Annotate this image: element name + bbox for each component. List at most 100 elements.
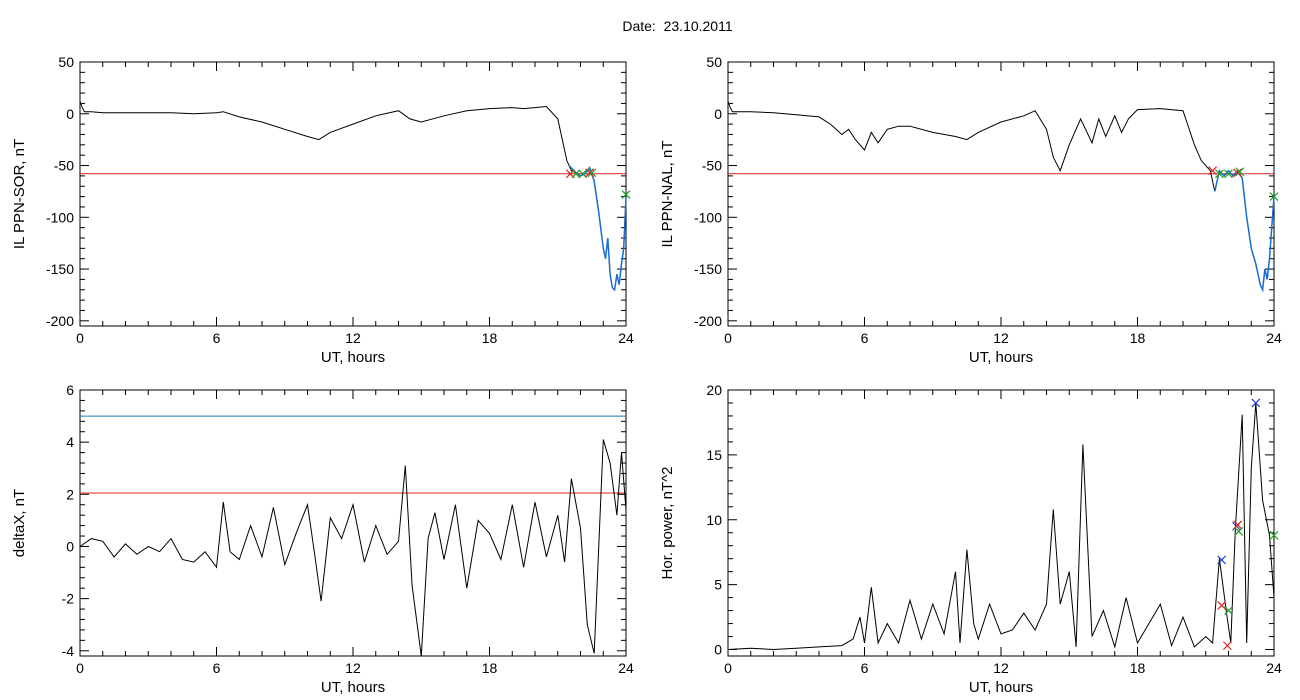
y-axis-label: Hor. power, nT^2 (659, 467, 676, 580)
marker-stroke (1235, 167, 1245, 177)
marker-stroke (1233, 168, 1243, 178)
x-tick-label: 24 (1266, 330, 1282, 346)
marker-stroke (587, 168, 597, 178)
marker-green (1269, 530, 1279, 540)
marker-blue (1217, 555, 1227, 565)
marker-red (585, 168, 595, 178)
series-line (727, 101, 1275, 292)
marker-stroke (1217, 555, 1227, 565)
x-tick-label: 6 (213, 330, 221, 346)
marker-green (587, 168, 597, 178)
x-tick-label: 18 (482, 330, 498, 346)
marker-stroke (1217, 600, 1227, 610)
x-tick-label: 0 (76, 330, 84, 346)
y-tick-label: 15 (706, 447, 722, 463)
marker-red (1217, 600, 1227, 610)
x-tick-label: 12 (993, 660, 1009, 676)
x-tick-label: 0 (724, 330, 732, 346)
marker-red (1222, 641, 1232, 651)
y-tick-label: 50 (58, 54, 74, 70)
marker-stroke (571, 169, 581, 179)
marker-stroke (1224, 169, 1233, 179)
marker-green (1224, 169, 1233, 179)
y-tick-label: 4 (66, 434, 74, 450)
marker-green (621, 190, 631, 199)
y-tick-label: 50 (706, 54, 722, 70)
x-tick-label: 6 (861, 330, 869, 346)
marker-stroke (1222, 641, 1232, 651)
chart-panel-deltax: 0 6 12 18 24 6 4 2 0 -2 -4 UT, hours deltaX, nT (11, 382, 634, 696)
marker-red (1208, 166, 1217, 176)
marker-green (1224, 606, 1233, 616)
series-line (79, 101, 627, 291)
marker-green (1214, 169, 1224, 179)
y-axis-label: deltaX, nT (11, 489, 28, 557)
y-tick-label: -100 (46, 209, 74, 225)
x-tick-label: 18 (482, 660, 498, 676)
x-tick-label: 0 (76, 660, 84, 676)
series-line (727, 402, 1275, 651)
chart-panel-power: 0 6 12 18 24 20 15 10 5 0 UT, hours Hor. power, nT^… (659, 382, 1282, 696)
plot-frame (79, 389, 627, 657)
x-tick-label: 12 (345, 660, 361, 676)
marker-blue (1251, 398, 1261, 408)
y-tick-label: -200 (694, 313, 722, 329)
marker-stroke (1214, 169, 1224, 179)
y-tick-label: 0 (66, 538, 74, 554)
x-axis-label: UT, hours (969, 679, 1033, 696)
marker-red (1233, 168, 1243, 178)
fit-line (568, 164, 627, 292)
marker-green (571, 169, 581, 179)
x-axis-label: UT, hours (969, 349, 1033, 366)
y-tick-label: 20 (706, 382, 722, 398)
y-tick-label: -50 (702, 158, 722, 174)
x-tick-label: 0 (724, 660, 732, 676)
marker-stroke (585, 168, 595, 178)
marker-stroke (1251, 398, 1261, 408)
x-axis-label: UT, hours (321, 679, 385, 696)
y-tick-label: -50 (54, 158, 74, 174)
figure-title: Date: 23.10.2011 (622, 18, 733, 34)
x-tick-label: 18 (1130, 330, 1146, 346)
y-tick-label: -150 (694, 261, 722, 277)
marker-stroke (621, 190, 631, 199)
marker-green (1235, 167, 1245, 177)
x-tick-label: 6 (213, 660, 221, 676)
marker-stroke (1269, 530, 1279, 540)
y-tick-label: -150 (46, 261, 74, 277)
y-axis-label: IL PPN-SOR, nT (11, 139, 28, 249)
y-tick-label: -100 (694, 209, 722, 225)
x-tick-label: 24 (618, 660, 634, 676)
y-tick-label: 0 (714, 106, 722, 122)
x-tick-label: 12 (993, 330, 1009, 346)
marker-green (1269, 192, 1279, 202)
y-tick-label: 6 (66, 382, 74, 398)
chart-panel-nal: 0 6 12 18 24 50 0 -50 -100 -150 -200 UT, hours IL PP… (659, 54, 1282, 366)
series-line (79, 439, 627, 657)
y-tick-label: 10 (706, 512, 722, 528)
marker-stroke (578, 169, 588, 179)
y-tick-label: 0 (714, 642, 722, 658)
x-tick-label: 24 (1266, 660, 1282, 676)
y-tick-label: -200 (46, 313, 74, 329)
x-tick-label: 18 (1130, 660, 1146, 676)
y-axis-label: IL PPN-NAL, nT (659, 141, 676, 248)
marker-stroke (1234, 527, 1244, 536)
y-tick-label: 2 (66, 486, 74, 502)
y-tick-label: -2 (62, 591, 75, 607)
y-tick-label: -4 (62, 643, 75, 659)
marker-green (1234, 527, 1244, 536)
marker-stroke (1208, 166, 1217, 176)
fit-line (1214, 169, 1275, 293)
x-tick-label: 24 (618, 330, 634, 346)
plot-frame (79, 61, 627, 327)
plot-frame (727, 61, 1275, 327)
y-tick-label: 0 (66, 106, 74, 122)
x-tick-label: 12 (345, 330, 361, 346)
x-tick-label: 6 (861, 660, 869, 676)
plot-frame (727, 389, 1275, 657)
chart-panel-sor: 0 6 12 18 24 50 0 -50 -100 -150 -200 UT, hours IL PP… (11, 54, 634, 366)
marker-stroke (1224, 606, 1233, 616)
x-axis-label: UT, hours (321, 349, 385, 366)
